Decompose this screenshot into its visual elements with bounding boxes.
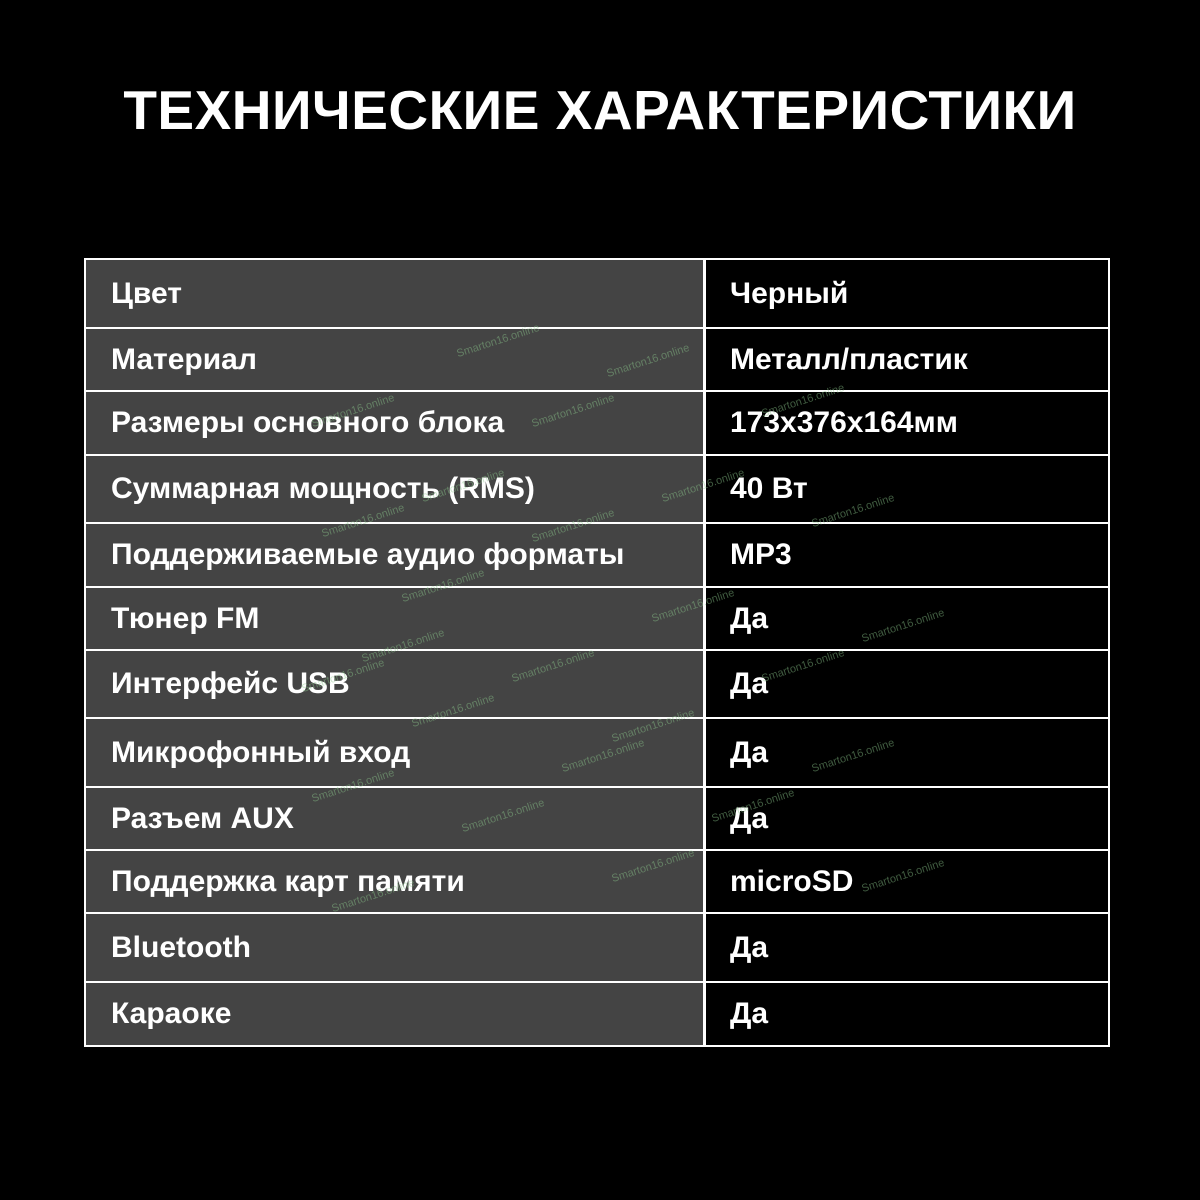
spec-label: Материал	[86, 329, 703, 390]
table-row: Материал Металл/пластик	[84, 327, 1110, 390]
spec-label: Поддерживаемые аудио форматы	[86, 524, 703, 586]
table-row: Интерфейс USB Да	[84, 649, 1110, 717]
spec-label: Цвет	[86, 260, 703, 327]
spec-value: Да	[706, 588, 1108, 649]
spec-label: Поддержка карт памяти	[86, 851, 703, 912]
spec-value: MP3	[706, 524, 1108, 586]
spec-value: Да	[706, 983, 1108, 1045]
spec-value: Металл/пластик	[706, 329, 1108, 390]
table-row: Микрофонный вход Да	[84, 717, 1110, 786]
spec-label: Караоке	[86, 983, 703, 1045]
page-title: ТЕХНИЧЕСКИЕ ХАРАКТЕРИСТИКИ	[123, 79, 1077, 141]
spec-label: Суммарная мощность (RMS)	[86, 456, 703, 522]
spec-value: Да	[706, 788, 1108, 849]
spec-label: Разъем AUX	[86, 788, 703, 849]
spec-value: Черный	[706, 260, 1108, 327]
table-row: Суммарная мощность (RMS) 40 Вт	[84, 454, 1110, 522]
table-row: Цвет Черный	[84, 258, 1110, 327]
spec-value: microSD	[706, 851, 1108, 912]
spec-label: Микрофонный вход	[86, 719, 703, 786]
spec-value: Да	[706, 719, 1108, 786]
table-row: Поддержка карт памяти microSD	[84, 849, 1110, 912]
spec-value: 173x376x164мм	[706, 392, 1108, 454]
table-row: Тюнер FM Да	[84, 586, 1110, 649]
table-row: Bluetooth Да	[84, 912, 1110, 981]
spec-label: Bluetooth	[86, 914, 703, 981]
table-row: Поддерживаемые аудио форматы MP3	[84, 522, 1110, 586]
spec-label: Тюнер FM	[86, 588, 703, 649]
spec-label: Размеры основного блока	[86, 392, 703, 454]
spec-label: Интерфейс USB	[86, 651, 703, 717]
spec-value: Да	[706, 914, 1108, 981]
spec-value: Да	[706, 651, 1108, 717]
table-row: Разъем AUX Да	[84, 786, 1110, 849]
spec-value: 40 Вт	[706, 456, 1108, 522]
table-row: Размеры основного блока 173x376x164мм	[84, 390, 1110, 454]
table-row: Караоке Да	[84, 981, 1110, 1045]
specs-table: Цвет Черный Материал Металл/пластик Размеры …	[84, 258, 1110, 1047]
